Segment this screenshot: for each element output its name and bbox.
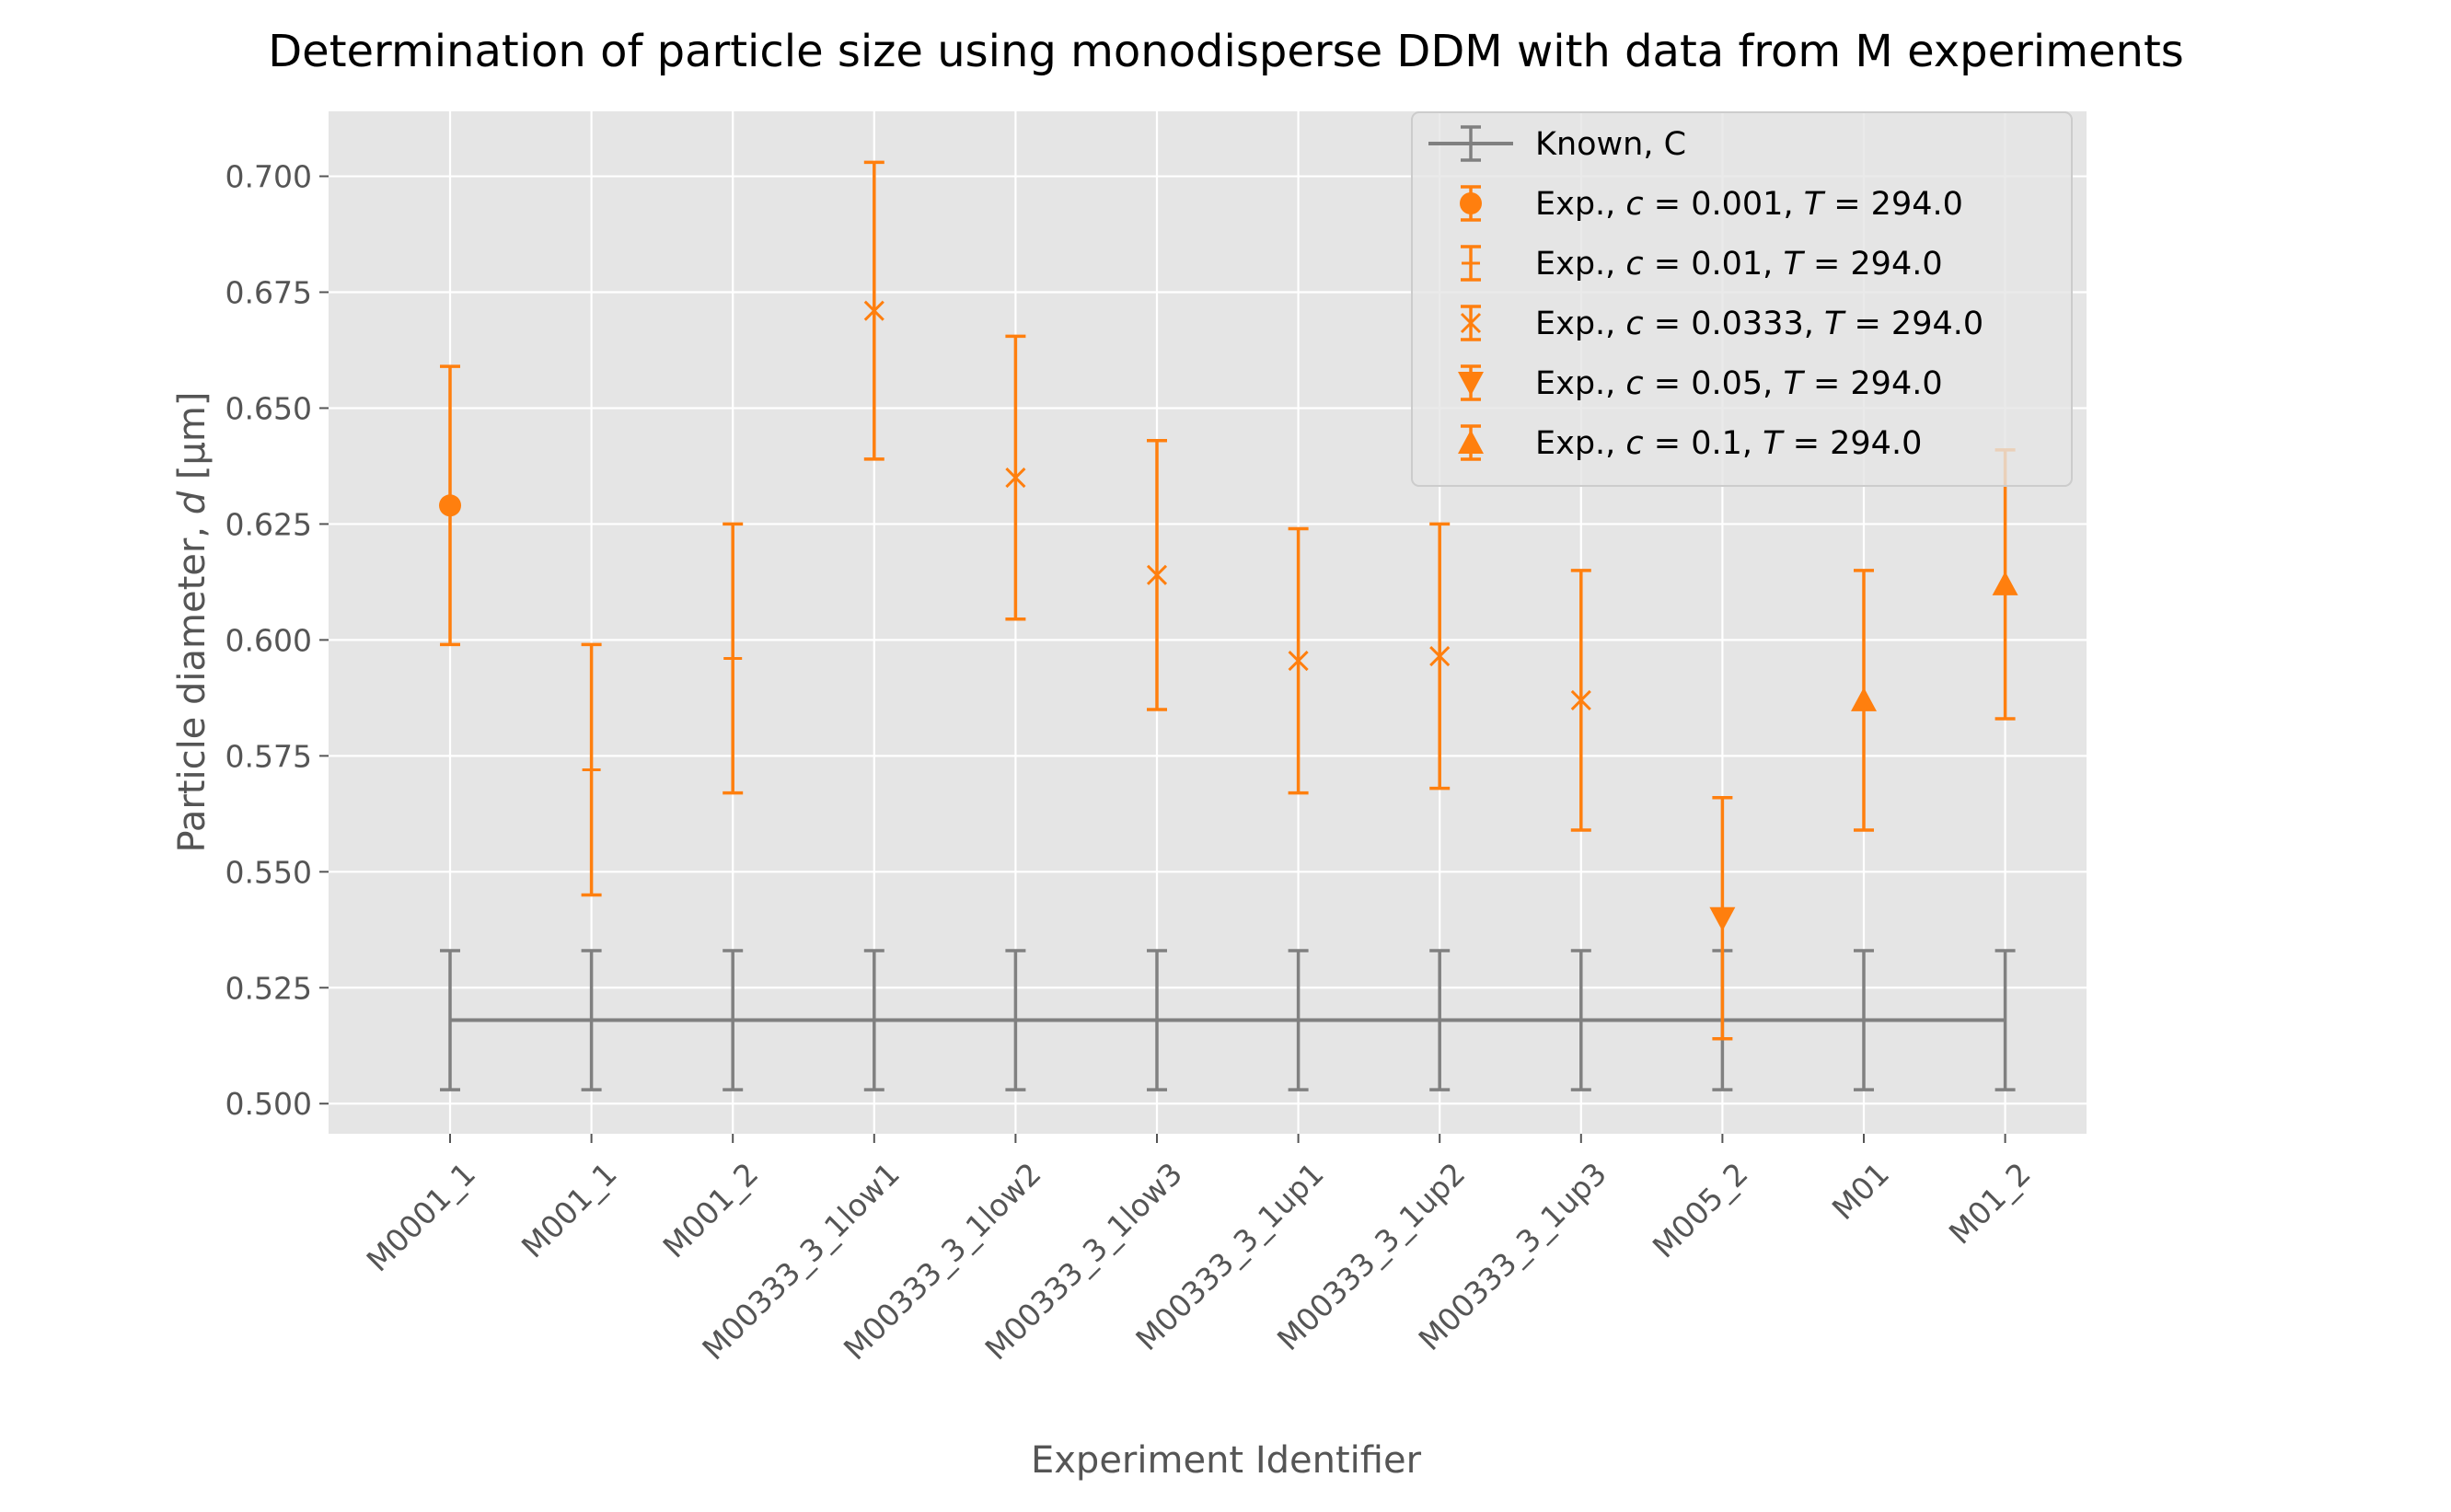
y-tick-label: 0.600 xyxy=(225,622,312,658)
y-tick-label: 0.500 xyxy=(225,1086,312,1122)
x-axis: M0001_1 M001_1 M001_2M00333_3_1low1M00333_… xyxy=(360,1134,2038,1367)
legend-label: Exp., c = 0.05, T = 294.0 xyxy=(1535,365,1943,402)
data-point-marker xyxy=(439,494,461,517)
series-4 xyxy=(1851,448,2018,832)
data-point-marker xyxy=(1709,906,1736,931)
legend-label: Exp., c = 0.01, T = 294.0 xyxy=(1535,246,1943,283)
x-tick-label: M001_2 xyxy=(656,1156,766,1265)
legend: Known, C Exp., c = 0.001, T = 294.0 Exp., … xyxy=(1411,111,2073,487)
y-axis-label-group: Particle diameter, d [µm] xyxy=(171,392,214,853)
y-axis-label: Particle diameter, d [µm] xyxy=(171,392,214,853)
y-tick-label: 0.700 xyxy=(225,159,312,195)
data-point-marker xyxy=(1005,467,1026,489)
data-point-marker xyxy=(1851,687,1877,711)
data-point-marker xyxy=(1429,645,1451,667)
data-point-marker xyxy=(863,300,884,321)
chart-title: Determination of particle size using mon… xyxy=(268,26,2184,77)
y-tick-label: 0.675 xyxy=(225,275,312,311)
legend-label: Exp., c = 0.001, T = 294.0 xyxy=(1535,186,1963,223)
x-axis-label: Experiment Identifier xyxy=(1031,1439,1422,1482)
series-1 xyxy=(581,522,744,897)
known-series xyxy=(440,949,2016,1091)
series-0 xyxy=(439,364,461,647)
y-tick-label: 0.575 xyxy=(225,738,312,774)
series-2 xyxy=(863,160,1591,832)
y-axis: 0.500 0.525 0.550 0.575 0.600 0.625 0.650 0.675… xyxy=(225,159,329,1122)
legend-marker xyxy=(1460,312,1482,334)
y-tick-label: 0.525 xyxy=(225,970,312,1006)
x-tick-label: M01_2 xyxy=(1942,1156,2038,1252)
legend-label: Exp., c = 0.1, T = 294.0 xyxy=(1535,425,1922,462)
y-tick-label: 0.550 xyxy=(225,854,312,890)
y-tick-label: 0.625 xyxy=(225,506,312,542)
y-tick-label: 0.650 xyxy=(225,390,312,426)
legend-box xyxy=(1411,111,2073,487)
legend-marker xyxy=(1458,372,1484,396)
data-point-marker xyxy=(1288,651,1309,672)
experiment-series xyxy=(439,160,2018,1041)
x-tick-label: M0001_1 xyxy=(360,1156,483,1279)
legend-marker xyxy=(1460,192,1482,214)
x-tick-label: M005_2 xyxy=(1646,1156,1755,1265)
x-tick-label: M001_1 xyxy=(514,1156,624,1265)
data-point-marker xyxy=(1146,564,1168,585)
series-3 xyxy=(1709,795,1736,1041)
data-point-marker xyxy=(1570,689,1591,710)
data-point-marker xyxy=(1992,571,2018,595)
legend-label: Known, C xyxy=(1535,126,1686,163)
x-tick-label: M01 xyxy=(1825,1156,1896,1227)
legend-marker xyxy=(1458,430,1484,454)
legend-label: Exp., c = 0.0333, T = 294.0 xyxy=(1535,306,1983,342)
